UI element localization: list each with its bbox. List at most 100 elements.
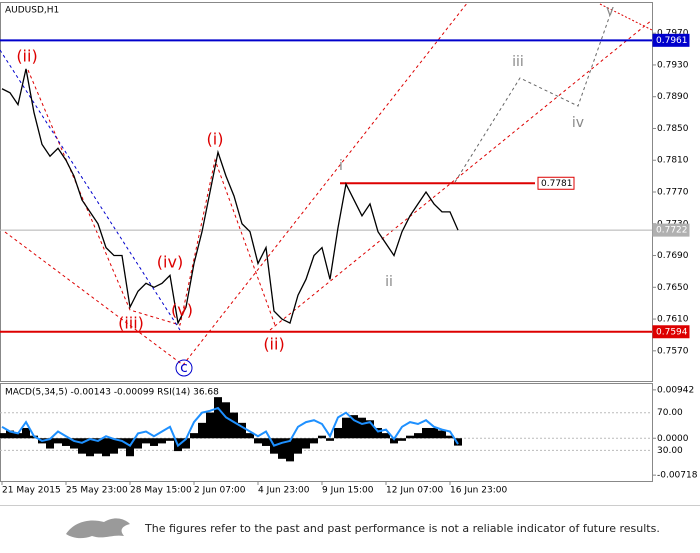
level-label: 0.7722: [656, 226, 688, 236]
wave-lines: [0, 1, 653, 366]
wave-label: ii: [385, 274, 393, 290]
y-tick-label: 0.7930: [657, 60, 689, 70]
wave-label: i: [339, 158, 343, 174]
disclaimer: The figures refer to the past and past p…: [145, 522, 660, 535]
macd-bar: [262, 438, 270, 446]
macd-bar: [86, 438, 94, 457]
projection-path: [454, 14, 611, 183]
macd-bar: [326, 438, 334, 441]
macd-bar: [374, 427, 382, 439]
wave-label: (ii): [16, 47, 37, 66]
wave-path: [27, 69, 276, 326]
macd-bar: [206, 412, 214, 439]
indicator-title: MACD(5,34,5) -0.00143 -0.00099 RSI(14) 3…: [5, 388, 219, 398]
macd-bar: [6, 430, 14, 439]
y-tick-label: 0.0000: [657, 434, 689, 444]
macd-bar: [318, 435, 326, 439]
macd-bar: [134, 438, 142, 449]
x-tick-label: 2 Jun 07:00: [194, 486, 246, 496]
y-tick-label: 0.7810: [657, 156, 689, 166]
macd-bar: [414, 433, 422, 439]
macd-bar: [238, 422, 246, 439]
macd-bar: [198, 422, 206, 439]
macd-bar: [438, 430, 446, 439]
macd-bar: [422, 427, 430, 439]
footer: The figures refer to the past and past p…: [0, 505, 700, 553]
macd-bar: [390, 438, 398, 444]
macd-bar: [150, 438, 158, 446]
logo: [66, 518, 130, 539]
wave-label: iii: [512, 54, 524, 70]
macd-bar: [46, 438, 54, 449]
x-tick-label: 28 May 15:00: [130, 486, 192, 496]
macd-bar: [294, 438, 302, 454]
level-box: [537, 176, 575, 190]
macd-bar: [182, 438, 190, 449]
chart-title: AUDUSD,H1: [5, 6, 59, 16]
macd-bar: [0, 433, 6, 439]
wave-label: v: [606, 3, 614, 19]
macd-bar: [222, 402, 230, 439]
macd-bar: [118, 438, 126, 449]
macd-bar: [286, 438, 294, 462]
wave-label: (iv): [157, 253, 183, 272]
macd-bar: [62, 438, 70, 446]
macd-bar: [366, 420, 374, 439]
macd-bar: [94, 438, 102, 454]
level-label: 0.7961: [656, 36, 688, 46]
macd-bar: [446, 435, 454, 439]
rsi-line: [1, 406, 459, 448]
channel-line: [4, 1, 469, 366]
chart: AUDUSD,H1 MACD(5,34,5) -0.00143 -0.00099…: [0, 1, 698, 496]
x-tick-label: 21 May 2015: [2, 486, 61, 496]
wave-label: c: [180, 360, 188, 376]
macd-bar: [230, 412, 238, 439]
macd-bar: [246, 433, 254, 439]
macd-bar: [278, 438, 286, 459]
projection-path: [599, 3, 653, 31]
level-box: [652, 223, 690, 237]
macd-bar: [430, 427, 438, 439]
macd-bar: [14, 433, 22, 439]
macd-bar: [342, 417, 350, 439]
macd-bar: [142, 438, 150, 444]
macd-bar: [22, 427, 30, 439]
macd-bar: [190, 433, 198, 439]
macd-bar: [358, 417, 366, 439]
macd-bar: [54, 438, 62, 444]
macd-bar: [302, 438, 310, 449]
macd-bar: [126, 438, 134, 457]
wave-label: (iii): [118, 314, 144, 333]
macd-bar: [382, 433, 390, 439]
wave-path: [0, 49, 181, 331]
macd-bar: [214, 397, 222, 439]
y-tick-label: 0.7650: [657, 283, 689, 293]
y-tick-label: 0.7970: [657, 29, 689, 39]
macd-bar: [70, 438, 78, 449]
macd-bar: [110, 438, 118, 454]
level-label: 0.7781: [541, 179, 573, 189]
y-tick-label: 0.7890: [657, 92, 689, 102]
y-tick-label: 0.7770: [657, 188, 689, 198]
x-tick-label: 16 Jun 23:00: [450, 486, 507, 496]
wave-circle: [175, 359, 193, 377]
macd-bar: [334, 427, 342, 439]
macd-bar: [398, 438, 406, 441]
y-tick-label: 0.7850: [657, 124, 689, 134]
x-tick-label: 4 Jun 23:00: [258, 486, 310, 496]
macd-bar: [102, 438, 110, 457]
x-tick-label: 25 May 23:00: [66, 486, 128, 496]
wave-label: (i): [207, 130, 224, 149]
indicator-frame: [0, 383, 653, 482]
macd-bar: [406, 435, 414, 439]
y-tick-label: -0.00718: [657, 471, 698, 481]
macd-bar: [158, 438, 166, 444]
macd-bar: [310, 438, 318, 444]
wave-label: (v): [171, 301, 193, 320]
y2-tick-label: 30.00: [657, 446, 683, 456]
x-tick-label: 12 Jun 07:00: [386, 486, 443, 496]
y-tick-label: 0.7690: [657, 251, 689, 261]
macd-bar: [454, 438, 462, 446]
y2-tick-label: 70.00: [657, 408, 683, 418]
